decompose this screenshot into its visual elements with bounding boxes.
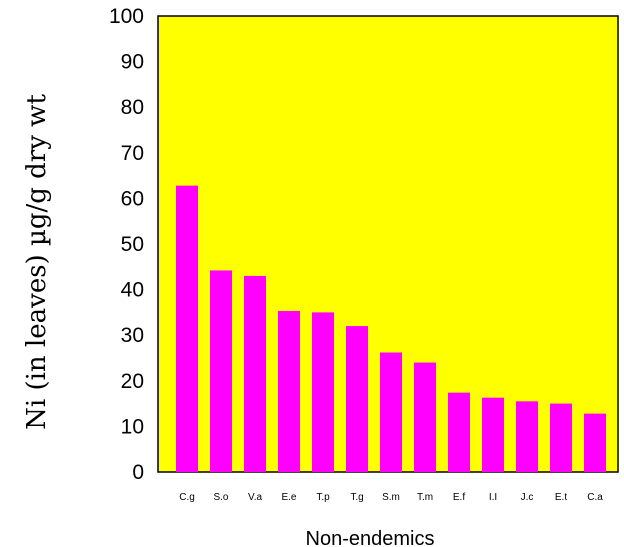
bar bbox=[346, 326, 368, 472]
x-category-label: S.m bbox=[382, 492, 400, 503]
bar bbox=[550, 403, 572, 472]
y-tick-label: 30 bbox=[121, 324, 144, 347]
x-category-label: S.o bbox=[213, 492, 228, 503]
x-axis-categories: C.g S.o V.a E.e T.p T.g S.m T.m E.f I.I J.c E.t C.a bbox=[179, 492, 603, 503]
bar bbox=[482, 397, 504, 472]
x-category-label: C.a bbox=[587, 492, 603, 503]
y-tick-label: 70 bbox=[121, 142, 144, 165]
x-category-label: T.p bbox=[316, 492, 330, 503]
bar bbox=[414, 362, 436, 472]
x-category-label: E.e bbox=[281, 492, 296, 503]
y-tick-label: 90 bbox=[121, 51, 144, 74]
bar bbox=[210, 270, 232, 472]
bar bbox=[312, 312, 334, 472]
y-tick-label: 40 bbox=[121, 279, 144, 302]
bar bbox=[516, 401, 538, 472]
y-tick-label: 50 bbox=[121, 233, 144, 256]
x-axis-title: Non-endemics bbox=[306, 528, 435, 547]
x-category-label: E.t bbox=[555, 492, 567, 503]
bar bbox=[176, 185, 198, 472]
x-category-label: J.c bbox=[521, 492, 534, 503]
bar bbox=[278, 311, 300, 472]
x-category-label: E.f bbox=[453, 492, 465, 503]
x-category-label: C.g bbox=[179, 492, 195, 503]
x-category-label: T.g bbox=[350, 492, 363, 503]
y-tick-label: 80 bbox=[121, 96, 144, 119]
y-axis-title: Ni (in leaves) µg/g dry wt bbox=[22, 94, 52, 430]
x-category-label: V.a bbox=[248, 492, 263, 503]
y-tick-label: 100 bbox=[109, 5, 144, 28]
y-tick-label: 20 bbox=[121, 370, 144, 393]
y-axis-ticks: 0 10 20 30 40 50 60 70 80 90 100 bbox=[109, 5, 144, 484]
bar bbox=[380, 352, 402, 472]
y-tick-label: 60 bbox=[121, 187, 144, 210]
bars bbox=[176, 185, 606, 472]
x-category-label: I.I bbox=[489, 492, 497, 503]
bar bbox=[244, 275, 266, 472]
x-category-label: T.m bbox=[417, 492, 433, 503]
bar bbox=[584, 413, 606, 472]
y-tick-label: 0 bbox=[132, 461, 144, 484]
y-tick-label: 10 bbox=[121, 415, 144, 438]
bar bbox=[448, 392, 470, 472]
